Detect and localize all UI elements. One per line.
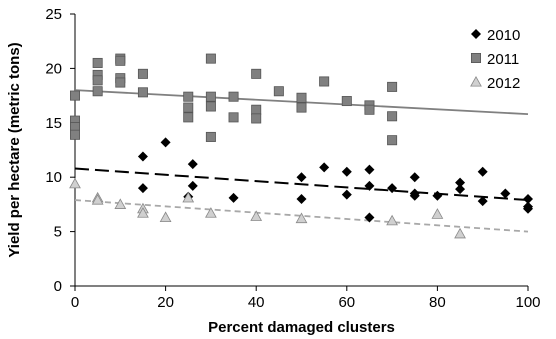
point-2011 xyxy=(364,104,375,115)
point-2010 xyxy=(160,137,171,148)
point-2011 xyxy=(387,111,398,122)
y-axis-title: Yield per hectare (metric tons) xyxy=(6,42,23,257)
trendline-2010 xyxy=(74,167,529,202)
point-2011 xyxy=(296,102,307,113)
point-2010 xyxy=(500,188,511,199)
point-2012 xyxy=(386,214,398,226)
point-2011 xyxy=(92,86,103,97)
y-axis-ticks: 0 5 10 15 20 25 xyxy=(45,6,75,295)
point-2010 xyxy=(409,190,420,201)
trendline-2012 xyxy=(74,199,529,233)
data-points xyxy=(69,53,533,239)
x-tick-label: 20 xyxy=(157,294,174,311)
x-tick-label: 0 xyxy=(71,294,79,311)
point-2010 xyxy=(523,193,533,204)
point-2011 xyxy=(115,55,126,66)
x-tick-label: 40 xyxy=(248,294,265,311)
point-2011 xyxy=(92,57,103,68)
point-2012 xyxy=(137,207,149,218)
point-2012 xyxy=(431,208,444,219)
point-2010 xyxy=(409,172,420,183)
point-2010 xyxy=(319,162,330,173)
x-tick-label: 80 xyxy=(429,294,446,311)
point-2010 xyxy=(187,159,198,170)
point-2010 xyxy=(137,151,148,162)
point-2010 xyxy=(477,166,488,177)
point-2010 xyxy=(364,212,375,223)
point-2010 xyxy=(364,180,375,191)
point-2012 xyxy=(295,212,308,224)
point-2011 xyxy=(183,102,194,113)
point-2011 xyxy=(251,68,262,79)
point-2010 xyxy=(455,177,466,188)
point-2011 xyxy=(296,92,307,103)
legend-marker-2011 xyxy=(470,53,481,64)
axes xyxy=(74,14,528,287)
point-2011 xyxy=(137,68,148,79)
point-2011 xyxy=(137,87,148,98)
point-2011 xyxy=(92,75,103,86)
point-2010 xyxy=(455,184,466,195)
y-tick-label: 25 xyxy=(45,6,62,23)
legend-label-2011: 2011 xyxy=(487,51,519,68)
point-2011 xyxy=(70,129,81,140)
point-2010 xyxy=(477,196,488,207)
point-2012 xyxy=(205,207,217,218)
point-2011 xyxy=(70,90,81,101)
point-2011 xyxy=(273,86,284,97)
point-2010 xyxy=(523,203,533,214)
point-2012 xyxy=(114,198,127,209)
point-2010 xyxy=(187,180,198,191)
point-2010 xyxy=(296,172,307,183)
point-2011 xyxy=(183,91,194,102)
point-2011 xyxy=(183,112,194,123)
point-2011 xyxy=(115,77,126,88)
x-tick-label: 60 xyxy=(338,294,355,311)
y-tick-label: 5 xyxy=(54,224,62,241)
x-tick-label: 100 xyxy=(515,294,540,311)
point-2012 xyxy=(159,211,172,223)
point-2012 xyxy=(182,191,195,203)
point-2012 xyxy=(454,227,466,239)
point-2011 xyxy=(205,131,216,142)
legend: 2010 2011 2012 xyxy=(470,27,520,92)
point-2011 xyxy=(228,112,239,123)
point-2010 xyxy=(228,192,239,203)
legend-marker-2012 xyxy=(470,75,482,87)
y-tick-label: 15 xyxy=(45,115,62,132)
point-2011 xyxy=(251,113,262,124)
x-axis-title: Percent damaged clusters xyxy=(208,319,395,336)
point-2012 xyxy=(69,177,81,189)
point-2011 xyxy=(319,76,330,87)
point-2010 xyxy=(387,183,398,194)
point-2011 xyxy=(205,91,216,102)
legend-label-2010: 2010 xyxy=(487,27,520,44)
y-tick-label: 10 xyxy=(45,169,62,186)
x-axis-ticks: 0 20 40 60 80 100 xyxy=(71,286,541,311)
point-2011 xyxy=(251,104,262,115)
point-2011 xyxy=(341,96,352,107)
point-2011 xyxy=(387,81,398,92)
legend-label-2012: 2012 xyxy=(487,75,520,92)
point-2010 xyxy=(432,190,443,201)
y-tick-label: 20 xyxy=(45,60,62,77)
point-2010 xyxy=(341,166,352,177)
point-2010 xyxy=(137,183,148,194)
point-2011 xyxy=(228,91,239,102)
point-2010 xyxy=(341,189,352,200)
point-2011 xyxy=(205,101,216,112)
point-2011 xyxy=(205,53,216,64)
legend-marker-2010 xyxy=(471,29,481,39)
point-2010 xyxy=(364,164,375,175)
point-2010 xyxy=(296,193,307,204)
point-2012 xyxy=(250,210,263,221)
point-2011 xyxy=(387,135,398,146)
y-tick-label: 0 xyxy=(54,278,62,295)
point-2012 xyxy=(91,194,104,205)
